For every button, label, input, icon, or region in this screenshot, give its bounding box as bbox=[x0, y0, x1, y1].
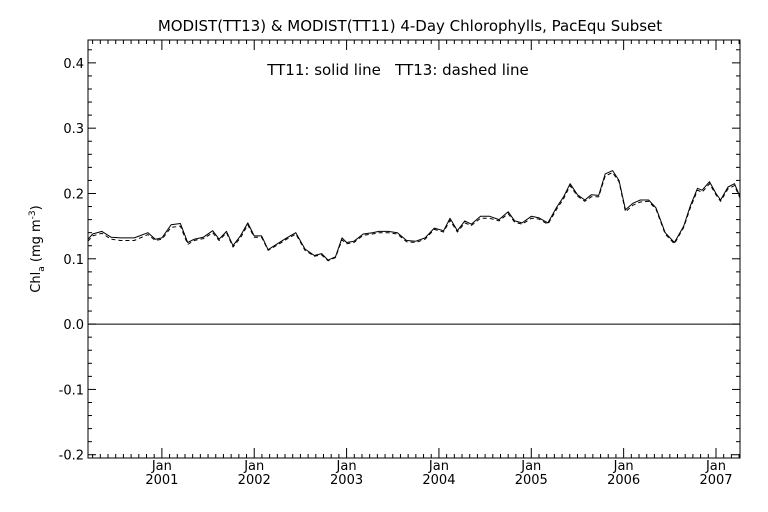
x-tick-year-label: 2005 bbox=[515, 473, 548, 488]
x-tick-month-label: Jan bbox=[428, 459, 449, 474]
x-tick-year-label: 2007 bbox=[699, 473, 732, 488]
legend-annotation: TT11: solid line TT13: dashed line bbox=[266, 61, 529, 79]
y-axis-label-sub: a bbox=[37, 266, 47, 272]
y-axis-ticks: -0.2 -0.1 0.0 0.1 0.2 0.3 0.4 bbox=[59, 49, 740, 464]
y-tick-label: -0.1 bbox=[59, 383, 84, 398]
series-line-tt11 bbox=[87, 170, 741, 261]
y-tick-label: 0.4 bbox=[63, 57, 84, 72]
x-tick-year-label: 2006 bbox=[607, 473, 640, 488]
x-tick-month-label: Jan bbox=[613, 459, 634, 474]
y-tick-label: 0.2 bbox=[63, 187, 84, 202]
x-tick-year-label: 2002 bbox=[238, 473, 271, 488]
y-tick-label: 0.1 bbox=[63, 253, 84, 268]
x-tick-month-label: Jan bbox=[243, 459, 264, 474]
y-axis-label-units: (mg m bbox=[29, 219, 44, 266]
y-tick-label: -0.2 bbox=[59, 449, 84, 464]
plot-frame bbox=[87, 39, 741, 459]
series-group bbox=[87, 170, 741, 262]
y-axis-label-units-close: ) bbox=[29, 205, 44, 210]
y-tick-label: 0.0 bbox=[63, 318, 84, 333]
x-tick-month-label: Jan bbox=[705, 459, 726, 474]
y-axis-label-main: Chl bbox=[29, 272, 44, 293]
x-tick-month-label: Jan bbox=[151, 459, 172, 474]
y-tick-label: 0.3 bbox=[63, 122, 84, 137]
x-tick-month-label: Jan bbox=[336, 459, 357, 474]
series-line-tt13 bbox=[87, 172, 741, 262]
y-axis-label: Chla (mg m-3) bbox=[28, 205, 47, 292]
y-axis-label-units-sup: -3 bbox=[28, 210, 38, 219]
x-tick-year-label: 2003 bbox=[330, 473, 363, 488]
x-axis-ticks: Jan2001Jan2002Jan2003Jan2004Jan2005Jan20… bbox=[92, 40, 740, 488]
x-tick-year-label: 2004 bbox=[422, 473, 455, 488]
x-tick-month-label: Jan bbox=[520, 459, 541, 474]
chart-title: MODIST(TT13) & MODIST(TT11) 4-Day Chloro… bbox=[158, 17, 662, 35]
x-tick-year-label: 2001 bbox=[145, 473, 178, 488]
